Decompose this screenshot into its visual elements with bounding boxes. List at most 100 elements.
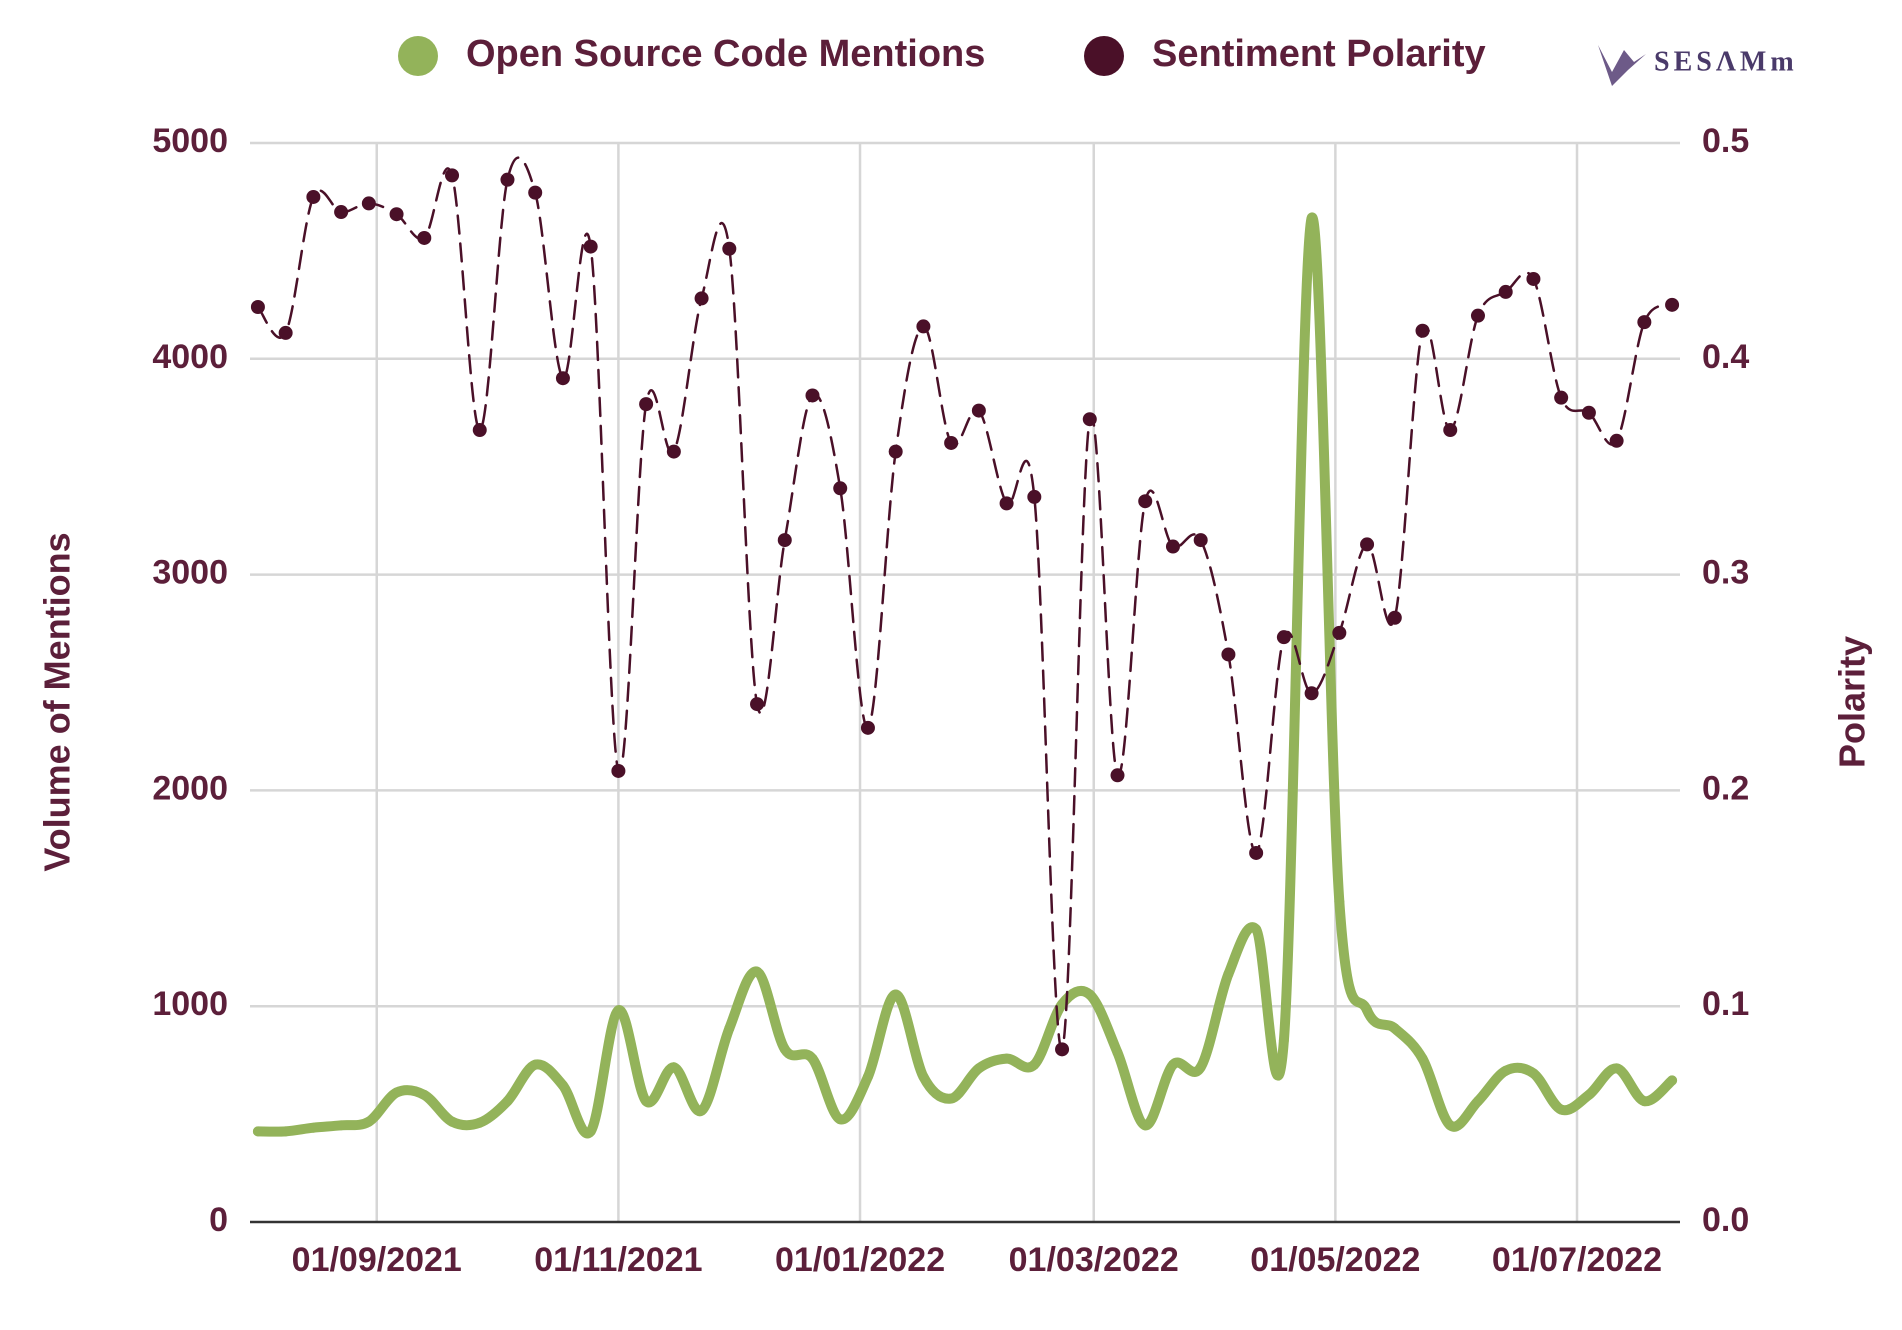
data-point bbox=[1417, 1053, 1428, 1064]
x-tick-label: 01/11/2021 bbox=[534, 1241, 702, 1279]
data-point bbox=[1057, 999, 1068, 1010]
data-point bbox=[308, 1122, 319, 1133]
data-point bbox=[1498, 284, 1513, 299]
y2-tick-label: 0.3 bbox=[1702, 554, 1749, 592]
data-point bbox=[1667, 1075, 1678, 1086]
data-point bbox=[860, 720, 875, 735]
data-point bbox=[1278, 1035, 1289, 1046]
data-point bbox=[280, 1126, 291, 1137]
y-tick-label: 2000 bbox=[152, 769, 228, 807]
x-tick-label: 01/09/2021 bbox=[292, 1241, 462, 1279]
data-point bbox=[1112, 1047, 1123, 1058]
data-point bbox=[1637, 315, 1652, 330]
data-point bbox=[585, 1126, 596, 1137]
x-tick-label: 01/07/2022 bbox=[1492, 1241, 1662, 1279]
data-point bbox=[474, 1117, 485, 1128]
data-point bbox=[1528, 1068, 1539, 1079]
data-point bbox=[1221, 647, 1236, 662]
data-point bbox=[1362, 1005, 1373, 1016]
data-point bbox=[583, 239, 598, 254]
data-point bbox=[250, 300, 265, 315]
data-point bbox=[639, 397, 654, 412]
data-point bbox=[944, 435, 959, 450]
data-point bbox=[555, 371, 570, 386]
data-point bbox=[1500, 1065, 1511, 1076]
data-point bbox=[1334, 896, 1345, 907]
series-line bbox=[256, 156, 1674, 1051]
data-point bbox=[278, 325, 293, 340]
data-point bbox=[722, 241, 737, 256]
data-point bbox=[1443, 423, 1458, 438]
data-point bbox=[1581, 405, 1596, 420]
data-point bbox=[1583, 1089, 1594, 1100]
data-point bbox=[445, 168, 460, 183]
data-point bbox=[1055, 1042, 1070, 1057]
data-point bbox=[835, 1114, 846, 1125]
data-point bbox=[1415, 323, 1430, 338]
data-point bbox=[447, 1116, 458, 1127]
legend-marker bbox=[1084, 36, 1124, 76]
legend-label: Open Source Code Mentions bbox=[466, 33, 985, 75]
data-point bbox=[1472, 1096, 1483, 1107]
data-point bbox=[528, 185, 543, 200]
data-point bbox=[611, 763, 626, 778]
data-point bbox=[1165, 539, 1180, 554]
data-point bbox=[389, 207, 404, 222]
data-point bbox=[1195, 1062, 1206, 1073]
data-point bbox=[1470, 308, 1485, 323]
y2-tick-label: 0.0 bbox=[1702, 1201, 1749, 1239]
data-point bbox=[1556, 1104, 1567, 1115]
data-point bbox=[1029, 1059, 1040, 1070]
data-point bbox=[1276, 630, 1291, 645]
y-tick-label: 5000 bbox=[152, 122, 228, 160]
data-point bbox=[862, 1071, 873, 1082]
data-point bbox=[419, 1089, 430, 1100]
data-point bbox=[363, 1116, 374, 1127]
data-point bbox=[833, 481, 848, 496]
data-point bbox=[1082, 412, 1097, 427]
data-point bbox=[807, 1053, 818, 1064]
data-point bbox=[668, 1062, 679, 1073]
data-point bbox=[973, 1063, 984, 1074]
y-tick-label: 4000 bbox=[152, 338, 228, 376]
data-point bbox=[1251, 924, 1262, 935]
y2-tick-label: 0.2 bbox=[1702, 769, 1749, 807]
data-point bbox=[1306, 213, 1317, 224]
data-point bbox=[696, 1105, 707, 1116]
data-point bbox=[1665, 297, 1680, 312]
data-point bbox=[890, 989, 901, 1000]
data-point bbox=[1554, 390, 1569, 405]
data-point bbox=[1140, 1120, 1151, 1131]
data-point bbox=[694, 291, 709, 306]
data-point bbox=[1387, 610, 1402, 625]
data-point bbox=[724, 1023, 735, 1034]
data-point bbox=[1609, 433, 1624, 448]
data-point bbox=[666, 444, 681, 459]
data-point bbox=[1304, 686, 1319, 701]
data-point bbox=[361, 196, 376, 211]
data-point bbox=[1360, 537, 1375, 552]
legend-marker bbox=[398, 36, 438, 76]
data-point bbox=[1223, 969, 1234, 980]
data-point bbox=[641, 1096, 652, 1107]
data-point bbox=[1249, 845, 1264, 860]
data-point bbox=[1526, 271, 1541, 286]
data-point bbox=[252, 1126, 263, 1137]
y2-axis-title: Polarity bbox=[1832, 636, 1873, 768]
data-point bbox=[1445, 1120, 1456, 1131]
data-point bbox=[391, 1087, 402, 1098]
data-point bbox=[1193, 533, 1208, 548]
data-point bbox=[1001, 1053, 1012, 1064]
data-point bbox=[1389, 1023, 1400, 1034]
data-point bbox=[1138, 494, 1153, 509]
data-point bbox=[1639, 1096, 1650, 1107]
y-axis-title: Volume of Mentions bbox=[37, 532, 78, 871]
data-point bbox=[946, 1093, 957, 1104]
x-tick-label: 01/01/2022 bbox=[775, 1241, 945, 1279]
data-point bbox=[777, 533, 792, 548]
data-point bbox=[1611, 1063, 1622, 1074]
data-point bbox=[971, 403, 986, 418]
data-point bbox=[1110, 768, 1125, 783]
data-point bbox=[916, 319, 931, 334]
data-point bbox=[1084, 989, 1095, 1000]
